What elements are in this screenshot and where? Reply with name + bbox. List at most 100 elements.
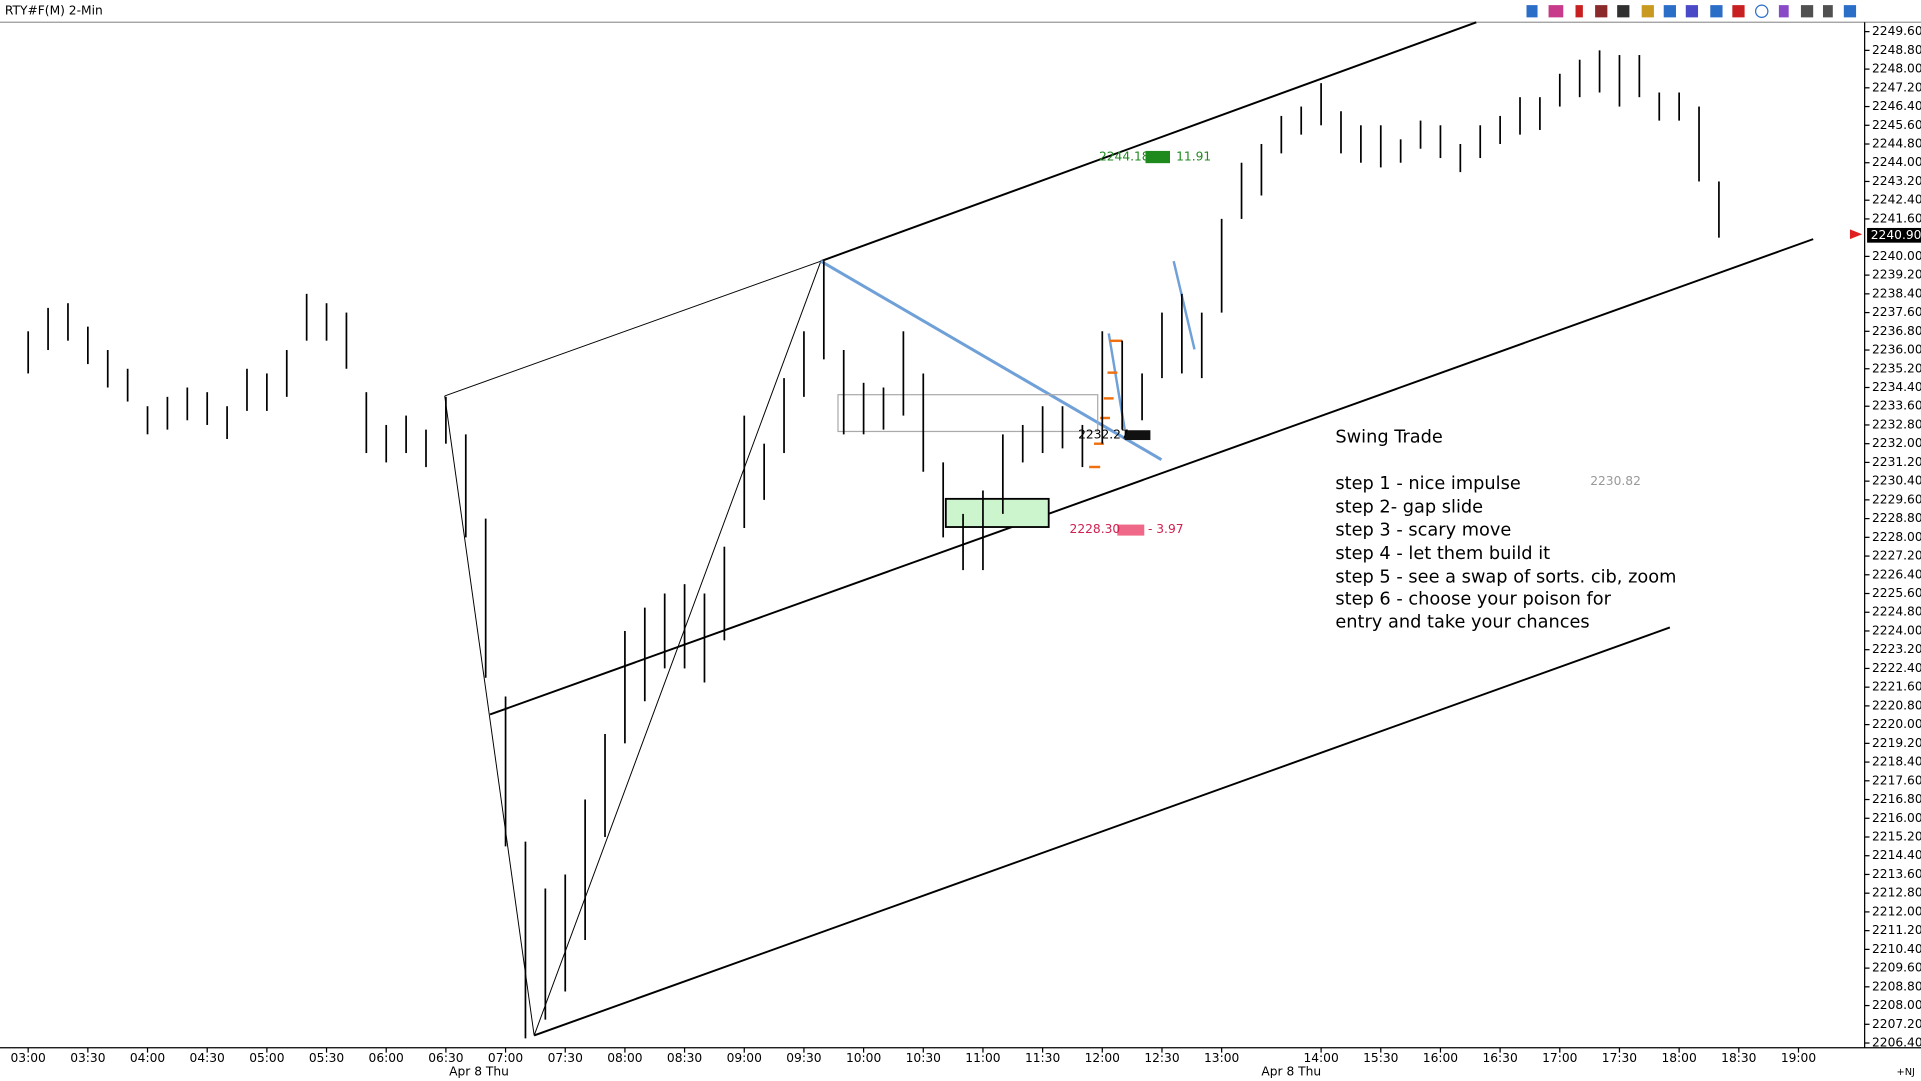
toolbar[interactable]: [1526, 4, 1857, 18]
x-tick-label: 16:00: [1423, 1051, 1458, 1065]
y-tick-label: 2239.20: [1872, 268, 1921, 282]
y-tick-label: 2230.40: [1872, 474, 1921, 488]
y-tick-label: 2208.00: [1872, 998, 1921, 1012]
y-tick-label: 2244.80: [1872, 137, 1921, 151]
y-tick-label: 2220.80: [1872, 698, 1921, 712]
y-tick-label: 2219.20: [1872, 736, 1921, 750]
y-tick-label: 2222.40: [1872, 661, 1921, 675]
y-tick-label: 2224.00: [1872, 623, 1921, 637]
y-tick-label: 2246.40: [1872, 99, 1921, 113]
y-tick-label: 2245.60: [1872, 118, 1921, 132]
stop-points: - 3.97: [1148, 522, 1184, 536]
channel-line: [444, 260, 822, 397]
tool-icon[interactable]: [1548, 5, 1564, 18]
tool-icon[interactable]: [1822, 5, 1833, 18]
y-tick-label: 2215.20: [1872, 829, 1921, 843]
y-tick-label: 2226.40: [1872, 567, 1921, 581]
y-tick-label: 2218.40: [1872, 755, 1921, 769]
corner-label: +NJ: [1896, 1067, 1914, 1078]
y-tick-label: 2213.60: [1872, 867, 1921, 881]
x-tick-label: 16:30: [1482, 1051, 1517, 1065]
tool-icon[interactable]: [1641, 5, 1654, 18]
tool-icon[interactable]: [1732, 5, 1745, 18]
trend-line: [1172, 260, 1196, 350]
chart-title: RTY#F(M) 2-Min: [5, 4, 103, 18]
y-tick-label: 2228.00: [1872, 530, 1921, 544]
x-tick-label: 12:30: [1144, 1051, 1179, 1065]
tool-icon[interactable]: [1754, 4, 1769, 18]
tool-icon[interactable]: [1800, 5, 1814, 18]
target-bar: [1145, 150, 1170, 164]
x-tick-label: 17:00: [1542, 1051, 1577, 1065]
x-tick-label: 06:00: [369, 1051, 404, 1065]
x-tick-label: 11:00: [965, 1051, 1000, 1065]
tool-icon[interactable]: [1617, 5, 1630, 18]
tool-icon[interactable]: [1843, 5, 1857, 18]
y-tick-label: 2232.80: [1872, 417, 1921, 431]
y-tick-label: 2237.60: [1872, 305, 1921, 319]
x-tick-label: 08:00: [607, 1051, 642, 1065]
note-title: Swing Trade: [1335, 428, 1442, 448]
y-tick-label: 2247.20: [1872, 80, 1921, 94]
channel-line: [820, 21, 1477, 263]
x-tick-label: 09:30: [786, 1051, 821, 1065]
zone-box: [944, 497, 1050, 528]
y-tick-label: 2216.80: [1872, 792, 1921, 806]
date-label: Apr 8 Thu: [449, 1065, 509, 1079]
y-tick-label: 2242.40: [1872, 193, 1921, 207]
x-tick-label: 19:00: [1781, 1051, 1816, 1065]
entry-price: 2232.27: [1078, 428, 1129, 442]
channel-line: [533, 626, 1671, 1037]
note-line: step 4 - let them build it: [1335, 544, 1550, 564]
x-tick-label: 08:30: [667, 1051, 702, 1065]
x-tick-label: 09:00: [727, 1051, 762, 1065]
y-tick-label: 2207.20: [1872, 1017, 1921, 1031]
y-tick-label: 2233.60: [1872, 399, 1921, 413]
date-label: Apr 8 Thu: [1261, 1065, 1321, 1079]
y-tick-label: 2249.60: [1872, 24, 1921, 38]
x-tick-label: 06:30: [428, 1051, 463, 1065]
trend-line: [820, 259, 1163, 461]
tool-icon[interactable]: [1685, 5, 1699, 18]
note-line: step 1 - nice impulse: [1335, 474, 1520, 494]
x-tick-label: 10:30: [906, 1051, 941, 1065]
order-marks: [1089, 339, 1123, 469]
x-tick-label: 05:00: [249, 1051, 284, 1065]
target-points: 11.91: [1176, 150, 1211, 164]
tool-icon[interactable]: [1778, 5, 1789, 18]
x-tick-label: 03:00: [11, 1051, 46, 1065]
tool-icon[interactable]: [1575, 5, 1583, 18]
y-tick-label: 2211.20: [1872, 923, 1921, 937]
y-tick-label: 2236.80: [1872, 324, 1921, 338]
x-tick-label: 13:00: [1204, 1051, 1239, 1065]
y-tick-label: 2224.80: [1872, 605, 1921, 619]
x-tick-label: 17:30: [1602, 1051, 1637, 1065]
y-tick-label: 2236.00: [1872, 343, 1921, 357]
tool-icon[interactable]: [1595, 5, 1608, 18]
y-tick-label: 2244.00: [1872, 155, 1921, 169]
x-tick-label: 04:30: [190, 1051, 225, 1065]
tool-icon[interactable]: [1710, 5, 1723, 18]
y-tick-label: 2241.60: [1872, 211, 1921, 225]
gap-box: [837, 394, 1099, 433]
y-tick-label: 2248.80: [1872, 43, 1921, 57]
swing-line: [444, 261, 822, 1036]
y-tick-label: 2212.80: [1872, 886, 1921, 900]
y-tick-label: 2232.00: [1872, 436, 1921, 450]
y-tick-label: 2223.20: [1872, 642, 1921, 656]
x-tick-label: 04:00: [130, 1051, 165, 1065]
y-tick-label: 2212.00: [1872, 904, 1921, 918]
price-arrow: [1849, 229, 1863, 240]
y-tick-label: 2248.00: [1872, 62, 1921, 76]
y-tick-label: 2235.20: [1872, 361, 1921, 375]
target-price: 2244.18: [1099, 150, 1150, 164]
y-tick-label: 2238.40: [1872, 286, 1921, 300]
y-tick-label: 2221.60: [1872, 680, 1921, 694]
tool-icon[interactable]: [1526, 5, 1538, 18]
y-tick-label: 2210.40: [1872, 942, 1921, 956]
stop-price: 2228.30: [1070, 522, 1121, 536]
tool-icon[interactable]: [1663, 5, 1676, 18]
